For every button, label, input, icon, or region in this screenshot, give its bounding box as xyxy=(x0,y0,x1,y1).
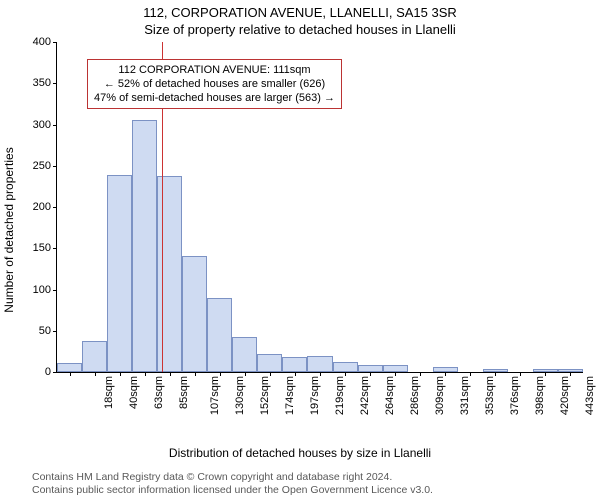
x-tick-mark xyxy=(395,372,396,376)
histogram-bar xyxy=(383,365,408,372)
y-tick-label: 100 xyxy=(11,284,57,296)
x-tick-mark xyxy=(195,372,196,376)
x-tick-label: 219sqm xyxy=(334,376,346,415)
x-axis-label: Distribution of detached houses by size … xyxy=(0,446,600,460)
chart-subtitle: Size of property relative to detached ho… xyxy=(0,22,600,37)
y-tick-mark xyxy=(53,372,57,373)
histogram-bar xyxy=(107,175,132,372)
x-tick-label: 331sqm xyxy=(459,376,471,415)
y-tick-mark xyxy=(53,331,57,332)
x-tick-label: 85sqm xyxy=(178,376,190,409)
y-tick-label: 250 xyxy=(11,160,57,172)
histogram-bar xyxy=(132,120,157,372)
x-tick-label: 63sqm xyxy=(153,376,165,409)
x-tick-mark xyxy=(520,372,521,376)
x-tick-mark xyxy=(420,372,421,376)
histogram-bar xyxy=(207,298,232,372)
histogram-bar xyxy=(307,356,332,372)
x-tick-label: 107sqm xyxy=(209,376,221,415)
histogram-bar xyxy=(358,365,383,372)
y-tick-label: 400 xyxy=(11,36,57,48)
footer-line-1: Contains HM Land Registry data © Crown c… xyxy=(32,471,433,485)
x-tick-mark xyxy=(120,372,121,376)
footer-attribution: Contains HM Land Registry data © Crown c… xyxy=(32,471,433,498)
x-tick-mark xyxy=(220,372,221,376)
y-tick-label: 0 xyxy=(11,366,57,378)
x-tick-label: 242sqm xyxy=(359,376,371,415)
histogram-bar xyxy=(232,337,257,372)
histogram-bar xyxy=(182,256,207,372)
x-tick-label: 443sqm xyxy=(585,376,597,415)
histogram-bar xyxy=(257,354,282,372)
annotation-line-1: 112 CORPORATION AVENUE: 111sqm xyxy=(94,63,335,77)
annotation-box: 112 CORPORATION AVENUE: 111sqm← 52% of d… xyxy=(87,59,342,110)
histogram-bar xyxy=(57,363,82,372)
x-tick-mark xyxy=(495,372,496,376)
x-tick-label: 309sqm xyxy=(434,376,446,415)
y-tick-label: 300 xyxy=(11,119,57,131)
x-tick-label: 353sqm xyxy=(484,376,496,415)
x-tick-label: 286sqm xyxy=(409,376,421,415)
y-tick-mark xyxy=(53,290,57,291)
x-tick-label: 152sqm xyxy=(259,376,271,415)
x-tick-label: 197sqm xyxy=(309,376,321,415)
y-tick-label: 50 xyxy=(11,325,57,337)
plot-area: 05010015020025030035040018sqm40sqm63sqm8… xyxy=(56,42,583,373)
y-tick-mark xyxy=(53,42,57,43)
x-tick-mark xyxy=(445,372,446,376)
x-tick-mark xyxy=(70,372,71,376)
x-tick-label: 264sqm xyxy=(384,376,396,415)
x-tick-mark xyxy=(270,372,271,376)
x-tick-mark xyxy=(470,372,471,376)
histogram-bar xyxy=(333,362,358,372)
page-title: 112, CORPORATION AVENUE, LLANELLI, SA15 … xyxy=(0,5,600,20)
y-tick-mark xyxy=(53,166,57,167)
y-tick-mark xyxy=(53,248,57,249)
x-tick-label: 376sqm xyxy=(509,376,521,415)
x-tick-label: 18sqm xyxy=(103,376,115,409)
chart-container: 112, CORPORATION AVENUE, LLANELLI, SA15 … xyxy=(0,0,600,500)
y-tick-label: 200 xyxy=(11,201,57,213)
x-tick-mark xyxy=(570,372,571,376)
y-tick-label: 150 xyxy=(11,242,57,254)
x-tick-mark xyxy=(145,372,146,376)
x-tick-mark xyxy=(545,372,546,376)
x-tick-label: 130sqm xyxy=(234,376,246,415)
annotation-line-3: 47% of semi-detached houses are larger (… xyxy=(94,91,335,105)
x-tick-mark xyxy=(170,372,171,376)
x-tick-label: 420sqm xyxy=(560,376,572,415)
x-tick-mark xyxy=(345,372,346,376)
annotation-line-2: ← 52% of detached houses are smaller (62… xyxy=(94,77,335,91)
x-tick-mark xyxy=(295,372,296,376)
y-tick-label: 350 xyxy=(11,77,57,89)
x-tick-label: 40sqm xyxy=(128,376,140,409)
x-tick-mark xyxy=(95,372,96,376)
y-tick-mark xyxy=(53,207,57,208)
x-tick-label: 398sqm xyxy=(534,376,546,415)
histogram-bar xyxy=(82,341,107,372)
y-tick-mark xyxy=(53,83,57,84)
x-tick-label: 174sqm xyxy=(284,376,296,415)
y-tick-mark xyxy=(53,125,57,126)
x-tick-mark xyxy=(370,372,371,376)
histogram-bar xyxy=(282,357,307,372)
footer-line-2: Contains public sector information licen… xyxy=(32,484,433,498)
x-tick-mark xyxy=(320,372,321,376)
x-tick-mark xyxy=(245,372,246,376)
